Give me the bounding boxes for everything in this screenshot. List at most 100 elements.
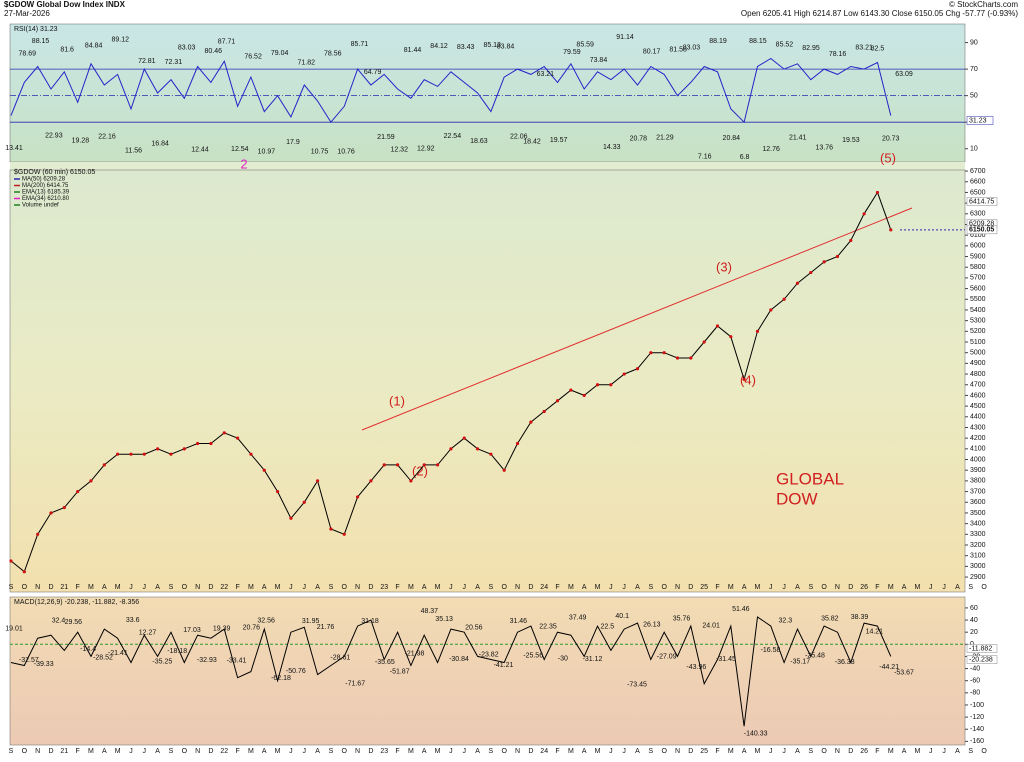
x-tick-label: F bbox=[76, 748, 80, 755]
x-tick-label: A bbox=[795, 748, 800, 755]
point bbox=[342, 532, 346, 536]
x-tick-label: F bbox=[875, 584, 879, 591]
peak-label: 63.09 bbox=[895, 71, 913, 78]
peak-label: 13.41 bbox=[5, 145, 23, 152]
x-tick-label: S bbox=[169, 584, 174, 591]
x-tick-label: J bbox=[143, 584, 147, 591]
peak-label: -35.17 bbox=[790, 658, 810, 665]
y-tick-label: 5100 bbox=[970, 339, 986, 346]
y-tick-label: -140 bbox=[970, 726, 984, 733]
last-value-box bbox=[966, 644, 998, 653]
last-value: 6414.75 bbox=[969, 198, 994, 205]
x-tick-label: M bbox=[568, 748, 574, 755]
legend-entry: EMA(13) 6185.39 bbox=[22, 190, 70, 196]
y-tick-label: 4800 bbox=[970, 371, 986, 378]
point bbox=[142, 452, 146, 456]
peak-label: 21.29 bbox=[656, 135, 674, 142]
y-tick-label: 10 bbox=[970, 146, 978, 153]
point bbox=[569, 388, 573, 392]
x-tick-label: M bbox=[248, 584, 254, 591]
x-tick-label: M bbox=[595, 748, 601, 755]
peak-label: 91.14 bbox=[616, 34, 634, 41]
x-tick-label: M bbox=[115, 748, 121, 755]
peak-label: 22.93 bbox=[45, 132, 63, 139]
peak-label: 88.15 bbox=[749, 38, 767, 45]
peak-label: 16.84 bbox=[151, 140, 169, 147]
x-tick-label: J bbox=[609, 748, 613, 755]
point bbox=[609, 383, 613, 387]
y-tick-label: 6700 bbox=[970, 168, 986, 175]
y-tick-label: 3200 bbox=[970, 542, 986, 549]
x-tick-label: N bbox=[355, 748, 360, 755]
x-tick-label: J bbox=[462, 748, 466, 755]
x-tick-label: D bbox=[208, 748, 213, 755]
peak-label: 31.46 bbox=[510, 618, 528, 625]
peak-label: -32.93 bbox=[197, 657, 217, 664]
x-tick-label: J bbox=[449, 584, 453, 591]
point bbox=[169, 452, 173, 456]
x-tick-label: J bbox=[769, 748, 773, 755]
peak-label: 24.01 bbox=[702, 623, 720, 630]
y-tick-label: 5900 bbox=[970, 253, 986, 260]
peak-label: 32.4 bbox=[52, 618, 66, 625]
peak-label: 88.19 bbox=[709, 38, 727, 45]
peak-label: 17.9 bbox=[286, 139, 300, 146]
x-tick-label: A bbox=[102, 584, 107, 591]
point bbox=[835, 254, 840, 259]
price-title: $GDOW (60 min) 6150.05 bbox=[14, 169, 95, 176]
x-tick-label: D bbox=[688, 584, 693, 591]
peak-label: 6.8 bbox=[740, 154, 750, 161]
x-tick-label: D bbox=[208, 584, 213, 591]
x-tick-label: D bbox=[368, 748, 373, 755]
peak-label: 22.54 bbox=[444, 133, 462, 140]
y-tick-label: 5600 bbox=[970, 285, 986, 292]
y-tick-label: 4000 bbox=[970, 456, 986, 463]
x-tick-label: M bbox=[408, 584, 414, 591]
peak-label: -14.4 bbox=[80, 646, 96, 653]
x-tick-label: 22 bbox=[220, 748, 228, 755]
peak-label: -33.41 bbox=[227, 657, 247, 664]
legend-entry: MA(200) 6414.75 bbox=[22, 183, 69, 189]
y-tick-label: -60 bbox=[970, 678, 980, 685]
x-tick-label: S bbox=[968, 584, 973, 591]
x-tick-label: M bbox=[755, 584, 761, 591]
x-tick-label: J bbox=[769, 584, 773, 591]
wave-label: (1) bbox=[389, 393, 405, 408]
quote: Open 6205.41 High 6214.87 Low 6143.30 Cl… bbox=[741, 9, 1018, 18]
x-tick-label: D bbox=[528, 748, 533, 755]
peak-label: 19.39 bbox=[213, 625, 231, 632]
peak-label: 82.95 bbox=[802, 45, 820, 52]
peak-label: 72.81 bbox=[138, 58, 156, 65]
point bbox=[755, 329, 760, 333]
peak-label: 18.63 bbox=[470, 138, 488, 145]
peak-label: -73.45 bbox=[627, 682, 647, 689]
point bbox=[769, 308, 773, 312]
peak-label: 64.79 bbox=[364, 69, 382, 76]
peak-label: 12.92 bbox=[417, 146, 435, 153]
x-tick-label: A bbox=[475, 748, 480, 755]
peak-label: -16.58 bbox=[761, 647, 781, 654]
point bbox=[129, 452, 133, 456]
y-tick-label: 3400 bbox=[970, 520, 986, 527]
peak-label: -51.87 bbox=[390, 669, 410, 676]
point bbox=[156, 447, 160, 451]
peak-label: -25.56 bbox=[523, 653, 543, 660]
x-tick-label: S bbox=[808, 584, 813, 591]
point bbox=[875, 190, 880, 195]
peak-label: 12.54 bbox=[231, 146, 249, 153]
y-tick-label: 5500 bbox=[970, 296, 986, 303]
peak-label: -35.65 bbox=[375, 659, 395, 666]
y-tick-label: 6100 bbox=[970, 232, 986, 239]
last-value: -11.882 bbox=[969, 645, 992, 652]
x-tick-label: O bbox=[821, 748, 827, 755]
x-tick-label: M bbox=[888, 584, 894, 591]
y-tick-label: 4400 bbox=[970, 414, 986, 421]
peak-label: 22.35 bbox=[539, 624, 557, 631]
x-tick-label: S bbox=[649, 584, 654, 591]
peak-label: 32.3 bbox=[779, 618, 793, 625]
peak-label: -30.84 bbox=[449, 656, 469, 663]
peak-label: 83.03 bbox=[683, 45, 701, 52]
peak-label: 17.03 bbox=[183, 627, 201, 634]
x-tick-label: O bbox=[22, 748, 28, 755]
peak-label: 51.46 bbox=[732, 606, 750, 613]
